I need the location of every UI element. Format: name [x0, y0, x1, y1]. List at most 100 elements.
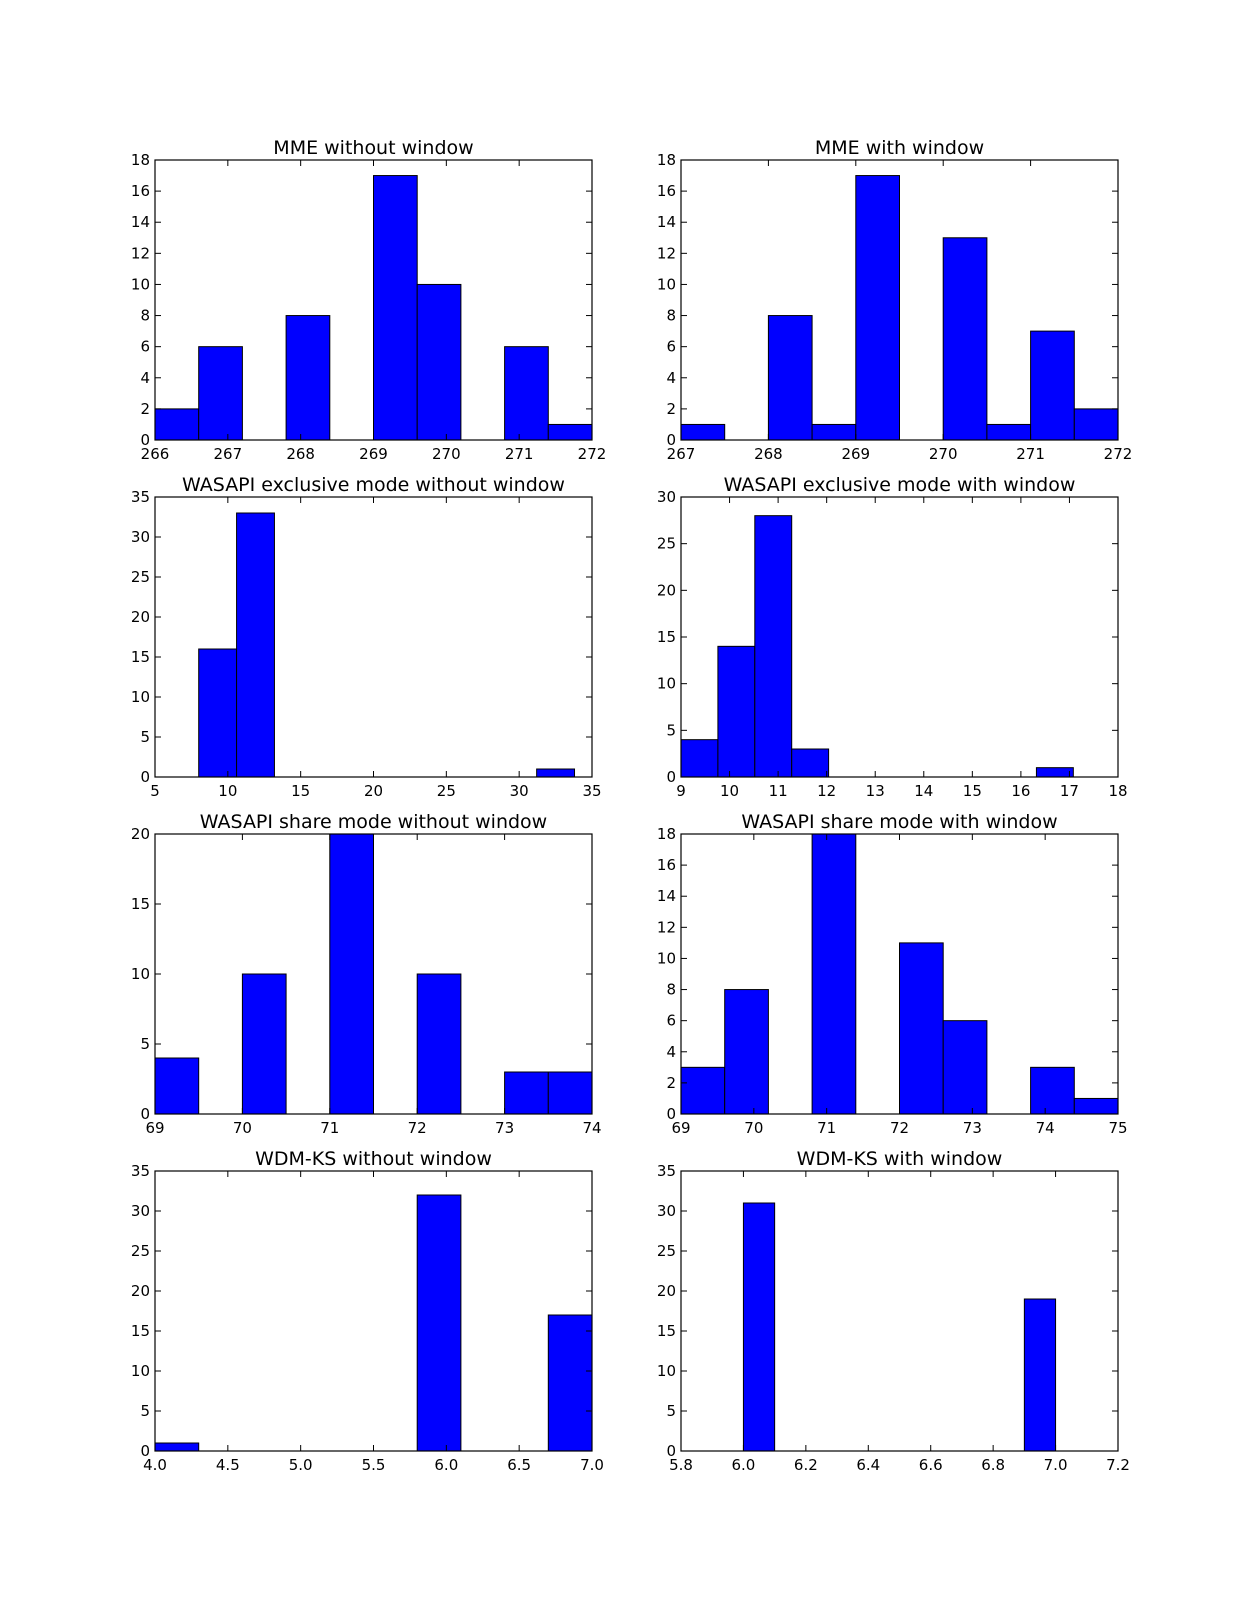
histogram-bar [416, 283, 462, 441]
x-tick-label: 7.2 [1106, 1456, 1130, 1474]
plot-frame [154, 496, 593, 778]
histogram-bar [942, 237, 988, 441]
y-tick-label: 18 [131, 151, 150, 169]
histogram-panel: 69 70 71 72 73 74 0 5 10 15 20 WASAPI share mode wi… [131, 811, 602, 1137]
histogram-bar [1073, 1097, 1119, 1115]
x-tick-label: 7.0 [1044, 1456, 1068, 1474]
y-tick-label: 10 [131, 1362, 150, 1380]
histogram-bar [416, 973, 462, 1115]
histogram-panel: 4.0 4.5 5.0 5.5 6.0 6.5 7.0 0 5 10 15 20 25 30 35 WDM-K… [131, 1148, 604, 1474]
y-tick-label: 2 [666, 1074, 676, 1092]
plot-frame [154, 833, 593, 1115]
x-tick-label: 266 [141, 445, 170, 463]
chart-title: MME without window [273, 137, 473, 159]
histogram-panel: 9 10 11 12 13 14 15 16 17 18 0 5 10 15 20 25 30 WASAPI ex… [657, 474, 1128, 800]
y-tick-label: 14 [657, 887, 676, 905]
x-tick-label: 30 [510, 782, 529, 800]
y-tick-label: 25 [657, 1242, 676, 1260]
x-tick-label: 5.5 [362, 1456, 386, 1474]
y-tick-label: 10 [657, 275, 676, 293]
y-tick-label: 0 [140, 768, 150, 786]
x-tick-label: 6.8 [981, 1456, 1005, 1474]
x-tick-label: 272 [578, 445, 607, 463]
y-tick-label: 8 [666, 981, 676, 999]
x-tick-label: 25 [437, 782, 456, 800]
y-tick-label: 15 [131, 1322, 150, 1340]
x-tick-label: 7.0 [580, 1456, 604, 1474]
x-tick-label: 17 [1060, 782, 1079, 800]
x-tick-label: 72 [890, 1119, 909, 1137]
histogram-bar [811, 423, 857, 441]
y-tick-label: 4 [666, 369, 676, 387]
x-tick-label: 6.4 [856, 1456, 880, 1474]
chart-title: WASAPI exclusive mode without window [182, 474, 565, 496]
y-tick-label: 12 [657, 244, 676, 262]
chart-title: WDM-KS with window [797, 1148, 1003, 1170]
histogram-bar [942, 1020, 988, 1115]
x-tick-label: 9 [676, 782, 686, 800]
x-tick-label: 5.0 [289, 1456, 313, 1474]
histogram-panel: 267 268 269 270 271 272 0 2 4 6 8 10 12 14 16 18 MME wit… [657, 137, 1132, 463]
chart-title: WASAPI share mode with window [741, 811, 1057, 833]
y-tick-label: 4 [666, 1043, 676, 1061]
y-tick-label: 10 [657, 949, 676, 967]
y-tick-label: 16 [657, 856, 676, 874]
histogram-bar [154, 408, 200, 441]
y-tick-label: 0 [666, 768, 676, 786]
chart-title: WASAPI exclusive mode with window [724, 474, 1076, 496]
chart-title: WDM-KS without window [255, 1148, 492, 1170]
y-tick-label: 20 [657, 581, 676, 599]
y-tick-label: 30 [657, 488, 676, 506]
y-tick-label: 0 [140, 1105, 150, 1123]
x-tick-label: 270 [929, 445, 958, 463]
x-tick-label: 5 [150, 782, 160, 800]
histogram-bar [1030, 330, 1075, 441]
y-tick-label: 15 [131, 895, 150, 913]
histogram-bar [154, 1442, 200, 1452]
histogram-bar [986, 423, 1032, 441]
x-tick-label: 15 [291, 782, 310, 800]
x-tick-label: 269 [841, 445, 870, 463]
x-tick-label: 6.5 [507, 1456, 531, 1474]
y-tick-label: 10 [131, 688, 150, 706]
histogram-panel: 266 267 268 269 270 271 272 0 2 4 6 8 10 12 14 16 18 MME … [131, 137, 606, 463]
histogram-bar [198, 346, 243, 441]
y-tick-label: 0 [666, 1105, 676, 1123]
y-tick-label: 2 [140, 400, 150, 418]
x-tick-label: 16 [1011, 782, 1030, 800]
x-tick-label: 35 [582, 782, 601, 800]
histogram-bar [680, 423, 726, 441]
histogram-bar [547, 1071, 593, 1115]
y-tick-label: 30 [131, 1202, 150, 1220]
y-tick-label: 18 [657, 151, 676, 169]
histogram-bar [1030, 1066, 1075, 1115]
x-tick-label: 267 [214, 445, 243, 463]
x-tick-label: 14 [914, 782, 933, 800]
x-tick-label: 272 [1104, 445, 1133, 463]
x-tick-label: 6.6 [919, 1456, 943, 1474]
y-tick-label: 14 [131, 213, 150, 231]
x-tick-label: 268 [754, 445, 783, 463]
histogram-bar [198, 648, 238, 778]
histogram-bar [754, 515, 793, 778]
histogram-bar [717, 645, 756, 778]
x-tick-label: 71 [320, 1119, 339, 1137]
x-tick-label: 5.8 [669, 1456, 693, 1474]
histogram-panel: 5.8 6.0 6.2 6.4 6.6 6.8 7.0 7.2 0 5 10 15 20 25 30 35 WD… [657, 1148, 1130, 1474]
plot-frame [680, 159, 1119, 441]
x-tick-label: 271 [505, 445, 534, 463]
plot-frame [680, 496, 1119, 778]
x-tick-label: 75 [1108, 1119, 1127, 1137]
y-tick-label: 5 [140, 1035, 150, 1053]
x-tick-label: 6.0 [434, 1456, 458, 1474]
histogram-bar [680, 1066, 726, 1115]
histogram-bar [1023, 1298, 1057, 1452]
x-tick-label: 20 [364, 782, 383, 800]
x-tick-label: 4.0 [143, 1456, 167, 1474]
y-tick-label: 16 [657, 182, 676, 200]
histogram-bar [416, 1194, 462, 1452]
plot-frame [154, 159, 593, 441]
y-tick-label: 25 [131, 1242, 150, 1260]
histogram-bar [547, 423, 593, 441]
